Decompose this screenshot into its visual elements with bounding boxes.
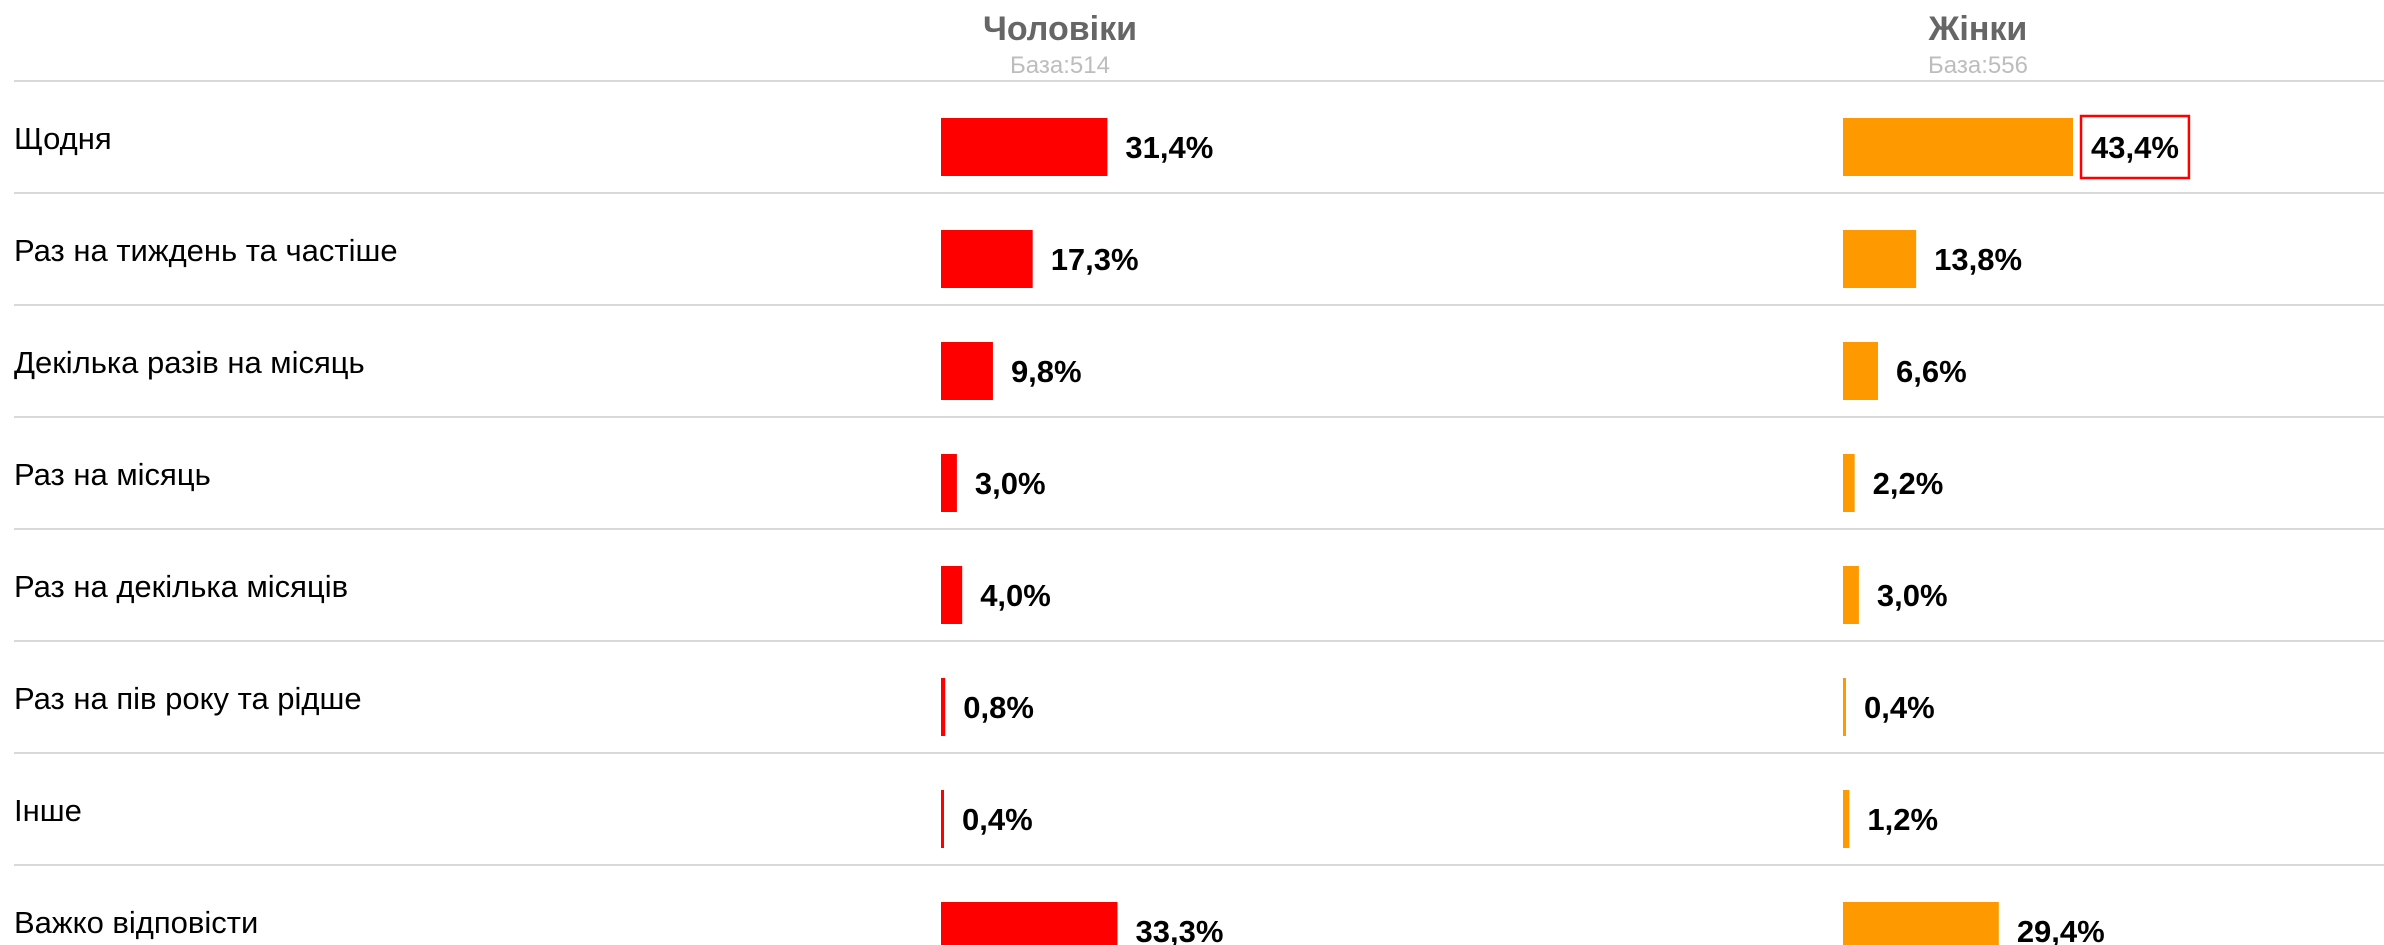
series-base: База:556 bbox=[1928, 52, 2028, 79]
bar bbox=[941, 902, 1118, 945]
bar bbox=[941, 566, 963, 624]
data-label: 0,8% bbox=[963, 690, 1034, 725]
bar bbox=[1843, 566, 1859, 624]
data-label: 4,0% bbox=[980, 578, 1051, 613]
bar bbox=[1843, 678, 1846, 736]
category-label: Інше bbox=[14, 793, 82, 828]
data-label: 3,0% bbox=[975, 466, 1046, 501]
category-label: Раз на пів року та рідше bbox=[14, 681, 362, 716]
series-title: Жінки bbox=[1928, 10, 2028, 48]
category-label: Раз на місяць bbox=[14, 457, 211, 492]
bar bbox=[941, 230, 1033, 288]
bar bbox=[941, 454, 957, 512]
bar bbox=[1843, 454, 1855, 512]
bar bbox=[941, 342, 993, 400]
bar bbox=[941, 790, 944, 848]
data-label: 3,0% bbox=[1877, 578, 1948, 613]
category-label: Щодня bbox=[14, 121, 112, 156]
bar bbox=[1843, 790, 1850, 848]
data-label: 31,4% bbox=[1125, 130, 1213, 165]
data-label: 29,4% bbox=[2017, 914, 2105, 945]
bar bbox=[1843, 902, 1999, 945]
category-label: Важко відповісти bbox=[14, 905, 258, 940]
data-label: 0,4% bbox=[962, 802, 1033, 837]
bar bbox=[1843, 342, 1878, 400]
category-label: Раз на тиждень та частіше bbox=[14, 233, 398, 268]
category-label: Раз на декілька місяців bbox=[14, 569, 348, 604]
series-base: База:514 bbox=[1010, 52, 1110, 79]
data-label: 0,4% bbox=[1864, 690, 1935, 725]
data-label: 13,8% bbox=[1934, 242, 2022, 277]
bar bbox=[1843, 118, 2074, 176]
bar bbox=[941, 678, 946, 736]
data-label: 1,2% bbox=[1867, 802, 1938, 837]
data-label: 33,3% bbox=[1135, 914, 1223, 945]
highlight-box bbox=[2079, 114, 2191, 180]
bar bbox=[1843, 230, 1917, 288]
series-title: Чоловіки bbox=[983, 10, 1137, 48]
category-label: Декілька разів на місяць bbox=[14, 345, 365, 380]
data-label: 2,2% bbox=[1873, 466, 1944, 501]
bar bbox=[941, 118, 1108, 176]
data-label: 17,3% bbox=[1051, 242, 1139, 277]
data-label: 9,8% bbox=[1011, 354, 1082, 389]
data-label: 6,6% bbox=[1896, 354, 1967, 389]
data-label: 43,4% bbox=[2091, 130, 2179, 165]
